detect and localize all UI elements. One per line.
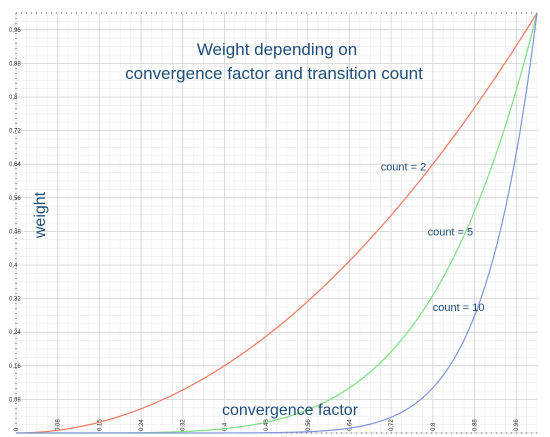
y-tick-label: 0,96 (9, 28, 21, 34)
annotations: count = 2 count = 5 count = 10 (381, 162, 485, 315)
x-axis-label: convergence factor (222, 402, 359, 419)
x-tick-label: 0.4 (222, 422, 228, 431)
series-line-10 (16, 12, 538, 434)
chart-title-line2: convergence factor and transition count (125, 64, 423, 83)
tick-labels: 0,08 0,16 0,24 0,32 0,4 0,48 0,56 0,64 0,72 0,8 0,… (9, 28, 520, 431)
x-tick-label: 0.48 (264, 419, 270, 431)
x-tick-label: 0.96 (514, 419, 520, 431)
x-tick-label: 0.56 (306, 419, 312, 431)
x-tick-label: 0.8 (431, 422, 437, 431)
chart-title-line1: Weight depending on (197, 40, 357, 59)
x-tick-label: 0.32 (181, 419, 187, 431)
y-tick-label: 0,32 (9, 297, 21, 303)
series-annotation: count = 2 (381, 162, 427, 174)
x-tick-label: 0.24 (139, 419, 145, 431)
series-annotation: count = 5 (428, 227, 474, 239)
x-tick-label: 0.08 (56, 419, 62, 431)
y-tick-label: 0,48 (9, 229, 21, 235)
y-tick-label: 0,16 (9, 364, 21, 370)
x-tick-label: 0.64 (347, 419, 353, 431)
series-annotation: count = 10 (433, 302, 485, 314)
y-tick-label: 0,64 (9, 162, 21, 168)
y-tick-label: 0,8 (9, 95, 18, 101)
x-tick-label: 0 (14, 427, 20, 431)
y-axis-label: weight (32, 191, 49, 239)
x-tick-label: 0.72 (389, 419, 395, 431)
x-tick-label: 0.88 (472, 419, 478, 431)
y-tick-label: 0,56 (9, 196, 21, 202)
y-tick-label: 0,88 (9, 61, 21, 67)
x-tick-label: 0.16 (97, 419, 103, 431)
y-tick-label: 0,08 (9, 397, 21, 403)
series-lines (15, 12, 538, 434)
y-tick-label: 0,4 (9, 263, 18, 269)
series-line-2 (15, 12, 538, 434)
y-tick-label: 0,72 (9, 129, 21, 135)
grid-minor (16, 12, 538, 433)
y-tick-label: 0,24 (9, 330, 21, 336)
